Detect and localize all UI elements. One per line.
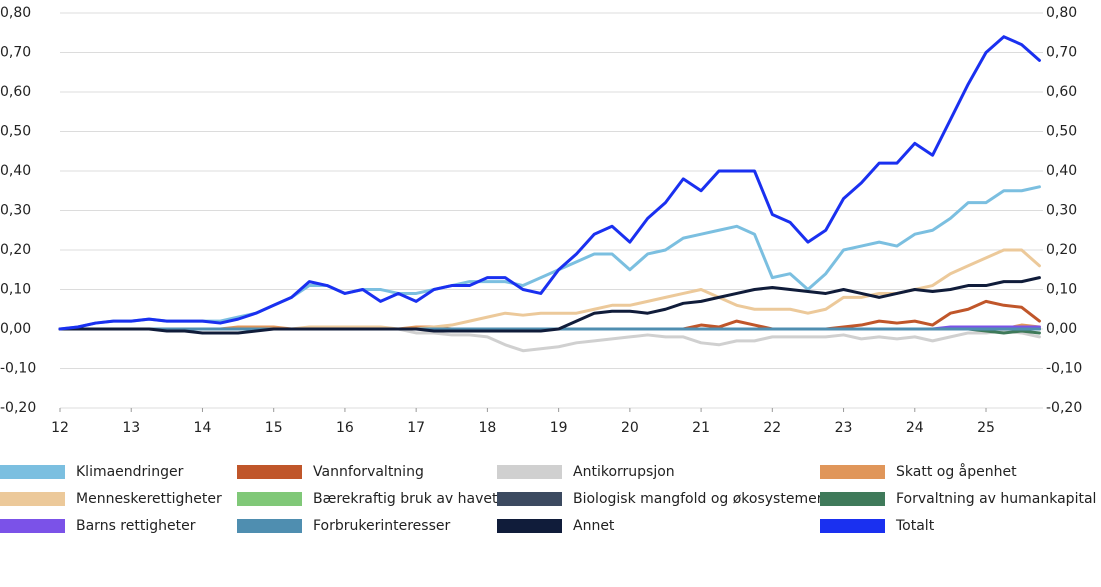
legend-label: Vannforvaltning <box>313 464 424 480</box>
x-tick-label: 22 <box>763 420 781 436</box>
y-tick-label: 0,00 <box>0 321 31 337</box>
y-tick-label: -0,20 <box>0 400 36 416</box>
x-tick-label: 20 <box>621 420 639 436</box>
legend-label: Menneskerettigheter <box>76 491 222 507</box>
y-tick-label: 0,70 <box>0 45 31 61</box>
legend-swatch <box>820 465 885 479</box>
y2-tick-label: 0,10 <box>1046 282 1077 298</box>
legend-swatch <box>820 519 885 533</box>
x-tick-label: 18 <box>478 420 496 436</box>
y2-tick-label: -0,20 <box>1046 400 1082 416</box>
x-tick-label: 17 <box>407 420 425 436</box>
legend-label: Antikorrupsjon <box>573 464 675 480</box>
x-tick-label: 25 <box>977 420 995 436</box>
y2-tick-label: 0,60 <box>1046 84 1077 100</box>
y2-tick-label: 0,70 <box>1046 45 1077 61</box>
y-tick-label: 0,80 <box>0 5 31 21</box>
y-tick-label: 0,40 <box>0 163 31 179</box>
x-tick-label: 16 <box>336 420 354 436</box>
legend-swatch <box>0 465 65 479</box>
y2-tick-label: 0,30 <box>1046 203 1077 219</box>
y-tick-label: 0,30 <box>0 203 31 219</box>
x-tick-label: 23 <box>835 420 853 436</box>
legend-label: Totalt <box>895 518 935 534</box>
legend-label: Annet <box>573 518 615 534</box>
y-tick-label: 0,20 <box>0 242 31 258</box>
y-tick-label: 0,50 <box>0 124 31 140</box>
x-tick-label: 13 <box>122 420 140 436</box>
legend-label: Forbrukerinteresser <box>313 518 450 534</box>
x-tick-label: 12 <box>51 420 69 436</box>
legend-swatch <box>237 519 302 533</box>
x-tick-label: 15 <box>265 420 283 436</box>
legend-label: Skatt og åpenhet <box>896 463 1017 480</box>
legend-label: Biologisk mangfold og økosystemer <box>573 491 823 507</box>
series-line <box>58 185 1041 331</box>
legend-label: Forvaltning av humankapital <box>896 491 1096 507</box>
legend-swatch <box>237 465 302 479</box>
legend-swatch <box>497 519 562 533</box>
legend-swatch <box>820 492 885 506</box>
y2-tick-label: 0,00 <box>1046 321 1077 337</box>
y2-tick-label: -0,10 <box>1046 361 1082 377</box>
series-line <box>58 35 1041 331</box>
legend-swatch <box>497 492 562 506</box>
y-tick-label: -0,10 <box>0 361 36 377</box>
x-tick-label: 19 <box>550 420 568 436</box>
legend-label: Klimaendringer <box>76 464 184 480</box>
legend-swatch <box>497 465 562 479</box>
y2-tick-label: 0,80 <box>1046 5 1077 21</box>
series-line <box>58 276 1041 335</box>
x-tick-label: 21 <box>692 420 710 436</box>
legend-swatch <box>0 519 65 533</box>
y2-tick-label: 0,40 <box>1046 163 1077 179</box>
legend-swatch <box>0 492 65 506</box>
series-line <box>58 299 1041 331</box>
y-tick-label: 0,10 <box>0 282 31 298</box>
y2-tick-label: 0,20 <box>1046 242 1077 258</box>
y2-tick-label: 0,50 <box>1046 124 1077 140</box>
legend-label: Bærekraftig bruk av havet <box>313 491 498 507</box>
x-tick-label: 14 <box>194 420 212 436</box>
legend-swatch <box>237 492 302 506</box>
y-tick-label: 0,60 <box>0 84 31 100</box>
x-tick-label: 24 <box>906 420 924 436</box>
legend-label: Barns rettigheter <box>76 518 196 534</box>
